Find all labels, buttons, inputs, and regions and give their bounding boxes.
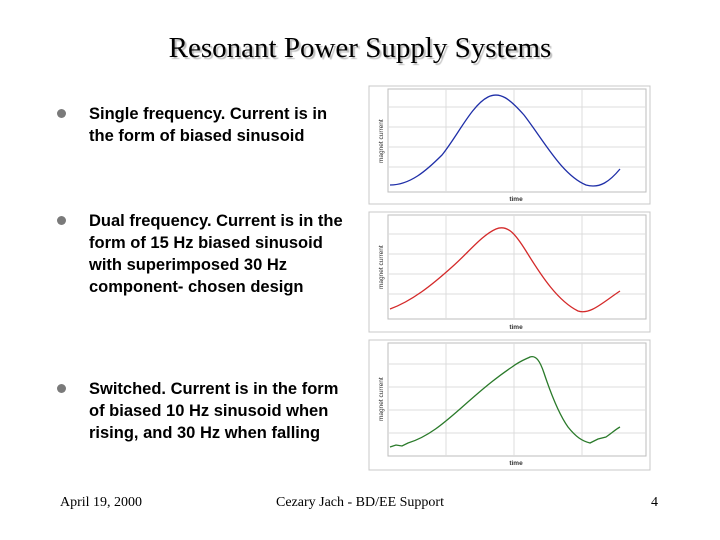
bullet-dot-icon [57, 384, 66, 393]
plot-area [387, 88, 647, 193]
plot-single-frequency: magnet current time [368, 85, 651, 205]
y-axis-label: magnet current [378, 377, 385, 421]
bullet-text: Dual frequency. Current is in the form o… [89, 212, 343, 296]
x-axis-label: time [509, 460, 523, 467]
page-number: 4 [651, 495, 658, 510]
x-axis-label: time [509, 324, 523, 331]
x-axis-label: time [509, 196, 523, 203]
bullet-text: Single frequency. Current is in the form… [89, 105, 328, 145]
y-axis-label: magnet current [378, 245, 385, 289]
slide-title: Resonant Power Supply Systems [168, 32, 552, 64]
y-axis-label: magnet current [378, 119, 385, 163]
current-curve [389, 355, 621, 448]
current-curve [389, 94, 621, 187]
footer-date: April 19, 2000 [60, 495, 143, 510]
plot-area [387, 214, 647, 320]
plot-area [387, 342, 647, 457]
bullet-dot-icon [57, 109, 66, 118]
footer-author: Cezary Jach - BD/EE Support [276, 495, 444, 510]
plot-dual-frequency: magnet current time [368, 211, 651, 333]
current-curve [389, 227, 621, 313]
bullet-text: Switched. Current is in the form of bias… [89, 380, 339, 442]
plot-switched: magnet current time [368, 339, 651, 471]
bullet-dot-icon [57, 216, 66, 225]
